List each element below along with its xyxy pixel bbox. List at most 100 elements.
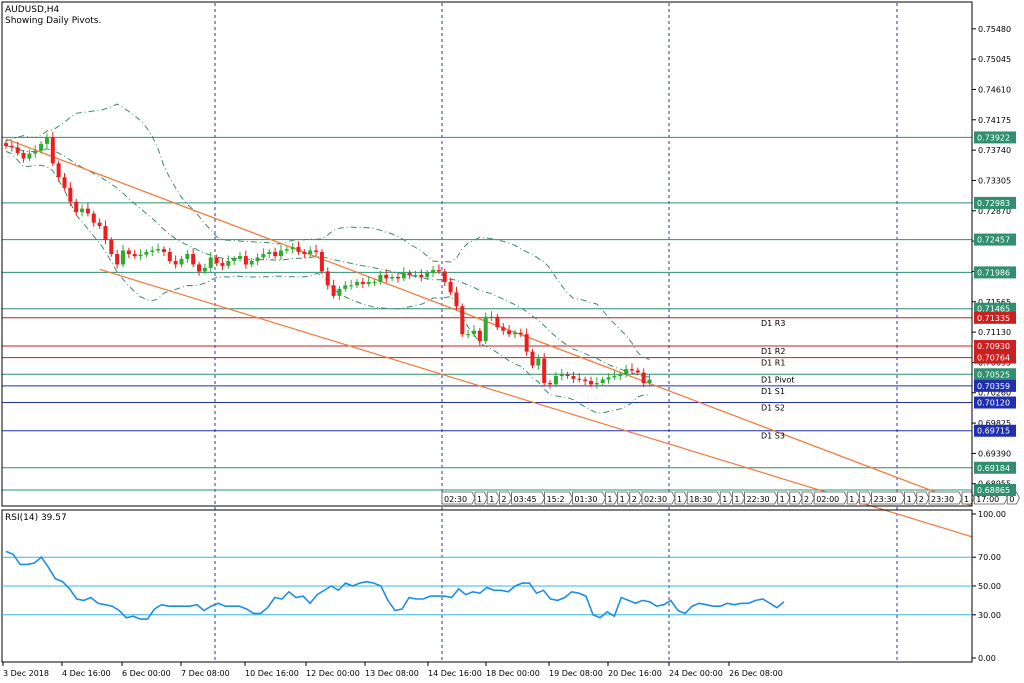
rsi-tick-label: 30.00 [978, 611, 1001, 620]
price-tag[interactable] [974, 196, 1016, 209]
price-tag[interactable] [974, 302, 1016, 315]
channel-upper-line[interactable] [5, 138, 973, 507]
price-tick-label: 0.73305 [978, 176, 1011, 185]
event-flag[interactable]: 23:30 [871, 491, 906, 505]
candle-body [202, 267, 207, 272]
candle-body [378, 274, 383, 282]
event-flag[interactable]: 03:45 [511, 491, 546, 505]
price-tag[interactable] [974, 311, 1016, 324]
candle-body [577, 378, 582, 380]
event-flag[interactable]: 1 [719, 491, 733, 505]
event-flag[interactable]: 01:30 [572, 491, 606, 505]
event-flag-label: 1 [607, 495, 612, 504]
event-flag-label: 18:30 [689, 495, 712, 504]
event-flag-shape [871, 491, 906, 505]
candle-body [542, 358, 547, 383]
event-flag[interactable]: 1 [617, 491, 631, 505]
price-tag[interactable] [974, 424, 1016, 437]
price-tag-label: 0.69184 [977, 464, 1010, 473]
candle-body [559, 374, 564, 377]
price-tag-label: 0.72457 [977, 236, 1010, 245]
event-flag[interactable]: 1 [904, 491, 918, 505]
candle-body [85, 208, 90, 214]
event-flag[interactable]: 2 [629, 491, 643, 505]
price-tag[interactable] [974, 266, 1016, 279]
candle-body [261, 254, 266, 258]
event-flag[interactable]: 1 [846, 491, 860, 505]
price-tag-label: 0.71465 [977, 305, 1010, 314]
event-flag[interactable]: 02:30 [641, 491, 676, 505]
price-tag[interactable] [974, 131, 1016, 144]
price-tick-label: 0.74175 [978, 116, 1011, 125]
event-flag[interactable]: 1 [961, 491, 975, 505]
event-flag-label: 03:45 [514, 495, 537, 504]
event-flag[interactable]: 1 [674, 491, 688, 505]
price-tag-label: 0.70930 [977, 342, 1010, 351]
event-flag[interactable]: 1 [486, 491, 500, 505]
event-flag[interactable]: 1 [732, 491, 746, 505]
event-flag[interactable]: 2 [801, 491, 815, 505]
candle-body [208, 257, 213, 268]
price-tag-label: 0.70359 [977, 382, 1010, 391]
levels-layer [2, 136, 972, 491]
candle-body [255, 257, 260, 261]
candle-body [512, 332, 517, 335]
event-flag[interactable]: 15:2 [544, 491, 573, 505]
candle-body [612, 376, 617, 378]
candle-body [624, 369, 629, 375]
price-tag[interactable] [974, 461, 1016, 474]
candle-body [565, 374, 570, 377]
symbol-label: AUDUSD,H4 [5, 5, 60, 15]
event-flag-shape [474, 491, 488, 505]
time-tick-label: 10 Dec 16:00 [245, 669, 299, 678]
price-tag[interactable] [974, 368, 1016, 381]
event-flag[interactable]: 02:00 [813, 491, 848, 505]
event-flag[interactable]: 23:30 [928, 491, 963, 505]
event-flag[interactable]: 22:30 [744, 491, 779, 505]
time-tick-label: 6 Dec 00:00 [122, 669, 171, 678]
event-flag[interactable]: 2 [499, 491, 513, 505]
price-tag[interactable] [974, 396, 1016, 409]
time-tick-label: 3 Dec 2018 [3, 669, 49, 678]
candle-body [296, 247, 301, 252]
event-flag[interactable]: 2 [916, 491, 930, 505]
candle-body [273, 251, 278, 257]
candle-body [179, 258, 184, 265]
price-tick-label: 0.72870 [978, 207, 1011, 216]
event-flags[interactable]: 02:30 1 1 2 03:45 15:2 01:30 1 1 2 02:30 1 18:30 1 1 22… [441, 491, 1020, 505]
candle-body [466, 334, 471, 336]
event-flag[interactable]: 18:30 [686, 491, 721, 505]
grid-layer [214, 3, 898, 662]
candle-body [483, 316, 488, 342]
price-tag[interactable] [974, 379, 1016, 392]
pivot-label: D1 R3 [761, 319, 785, 328]
event-flag-shape [572, 491, 606, 505]
event-flag[interactable]: 1 [605, 491, 619, 505]
event-flag[interactable]: 1 [474, 491, 488, 505]
event-flag[interactable]: 1 [789, 491, 803, 505]
price-tag-label: 0.69715 [977, 427, 1010, 436]
price-axis[interactable]: 0.75480 0.75045 0.74610 0.74175 0.73740 0.733… [972, 25, 1016, 497]
price-tag[interactable] [974, 340, 1016, 353]
candle-body [629, 369, 634, 371]
price-tag[interactable] [974, 233, 1016, 246]
price-tag[interactable] [974, 484, 1016, 497]
candle-body [56, 163, 61, 178]
candle-body [4, 143, 8, 146]
event-flag-shape [617, 491, 631, 505]
rsi-line [5, 550, 785, 620]
candle-body [489, 316, 494, 318]
candle-body [50, 137, 55, 164]
candle-body [161, 249, 166, 252]
candle-body [126, 250, 131, 254]
event-flag-shape [744, 491, 779, 505]
event-flag[interactable]: 1 [859, 491, 873, 505]
candle-body [343, 285, 348, 289]
event-flag[interactable]: 1 [777, 491, 791, 505]
event-flag[interactable]: 02:30 [441, 491, 476, 505]
event-flag-label: 2 [501, 495, 506, 504]
band-middle [5, 145, 650, 378]
candle-body [507, 330, 512, 335]
price-tag[interactable] [974, 351, 1016, 364]
